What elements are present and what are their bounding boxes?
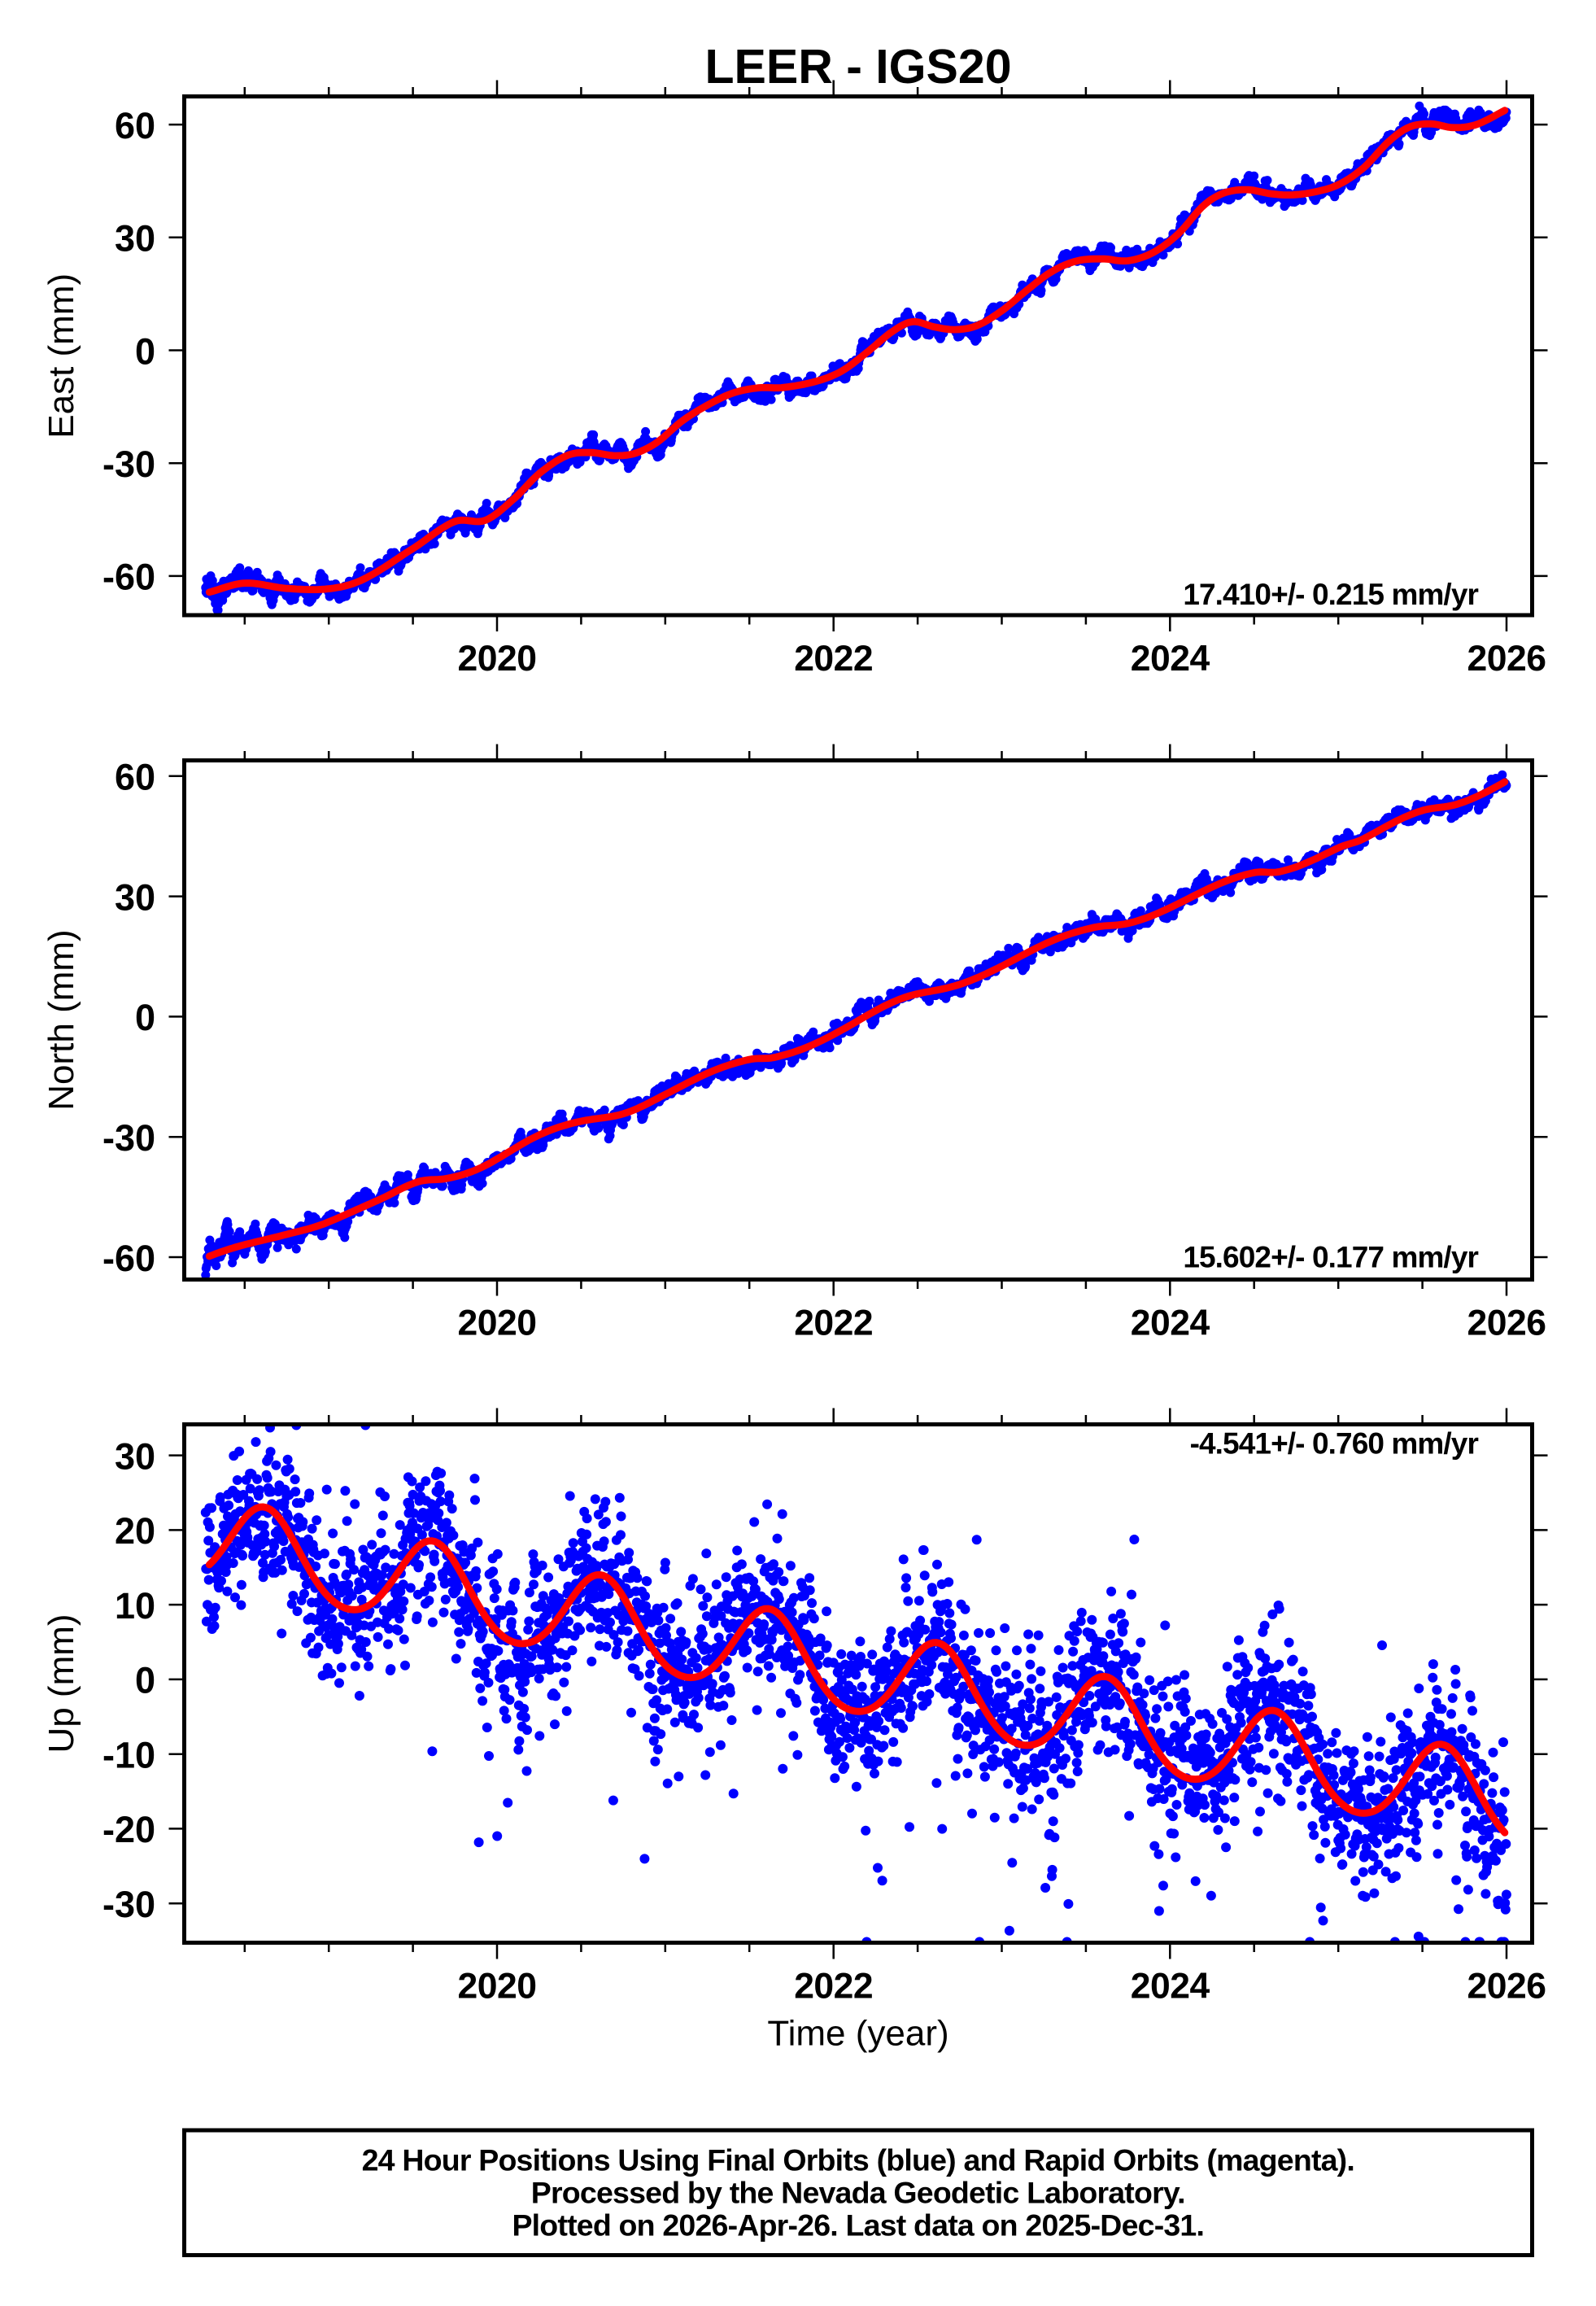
svg-text:Processed by the Nevada Geodet: Processed by the Nevada Geodetic Laborat… — [531, 2176, 1185, 2210]
svg-text:30: 30 — [115, 876, 155, 918]
svg-text:2022: 2022 — [794, 1304, 873, 1343]
svg-text:0: 0 — [135, 1660, 155, 1701]
svg-text:30: 30 — [115, 1435, 155, 1477]
svg-text:60: 60 — [115, 757, 155, 798]
svg-text:60: 60 — [115, 105, 155, 146]
svg-text:-10: -10 — [102, 1735, 155, 1776]
svg-text:24 Hour Positions Using Final: 24 Hour Positions Using Final Orbits (bl… — [362, 2143, 1354, 2177]
svg-text:2020: 2020 — [458, 639, 537, 679]
svg-text:2020: 2020 — [458, 1304, 537, 1343]
svg-text:0: 0 — [135, 997, 155, 1038]
svg-text:-4.541+/- 0.760 mm/yr: -4.541+/- 0.760 mm/yr — [1190, 1427, 1479, 1461]
svg-text:-30: -30 — [102, 1884, 155, 1925]
svg-text:15.602+/- 0.177 mm/yr: 15.602+/- 0.177 mm/yr — [1183, 1241, 1478, 1274]
svg-text:-30: -30 — [102, 443, 155, 485]
svg-text:2024: 2024 — [1131, 1304, 1210, 1343]
svg-text:2026: 2026 — [1467, 1967, 1546, 2007]
svg-text:North (mm): North (mm) — [41, 929, 81, 1110]
svg-text:2026: 2026 — [1467, 1304, 1546, 1343]
svg-text:2022: 2022 — [794, 639, 873, 679]
svg-text:-20: -20 — [102, 1809, 155, 1850]
svg-text:2020: 2020 — [458, 1967, 537, 2007]
svg-text:2022: 2022 — [794, 1967, 873, 2007]
svg-text:LEER - IGS20: LEER - IGS20 — [704, 40, 1011, 94]
svg-text:East (mm): East (mm) — [41, 273, 81, 439]
svg-text:10: 10 — [115, 1585, 155, 1627]
svg-text:-60: -60 — [102, 557, 155, 598]
svg-text:Up (mm): Up (mm) — [41, 1614, 81, 1753]
svg-text:2024: 2024 — [1131, 639, 1210, 679]
svg-text:30: 30 — [115, 218, 155, 260]
svg-text:0: 0 — [135, 330, 155, 372]
svg-text:20: 20 — [115, 1510, 155, 1552]
svg-text:Time (year): Time (year) — [767, 2014, 948, 2054]
svg-text:-60: -60 — [102, 1238, 155, 1279]
svg-text:2026: 2026 — [1467, 639, 1546, 679]
svg-text:17.410+/- 0.215 mm/yr: 17.410+/- 0.215 mm/yr — [1183, 578, 1478, 611]
svg-text:-30: -30 — [102, 1117, 155, 1159]
svg-text:2024: 2024 — [1131, 1967, 1210, 2007]
svg-text:Plotted on 2026-Apr-26. Last d: Plotted on 2026-Apr-26. Last data on 202… — [512, 2208, 1204, 2243]
